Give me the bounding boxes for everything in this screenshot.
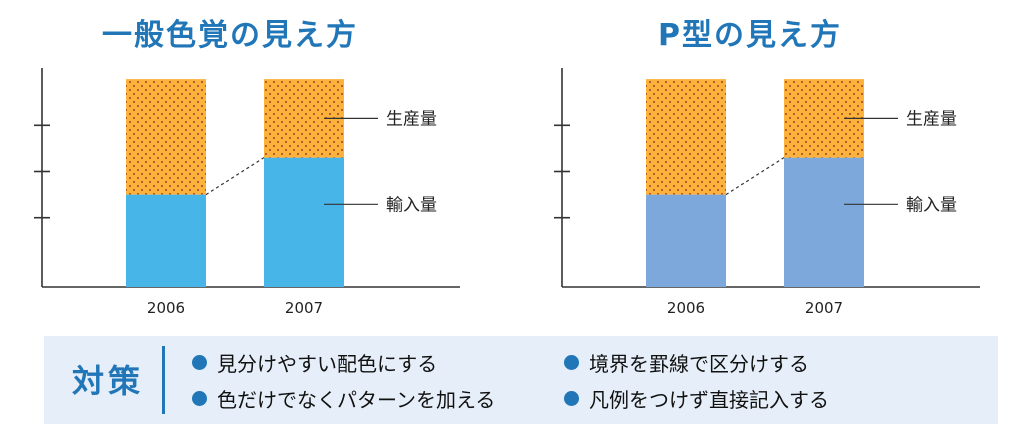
bar-import-2006 xyxy=(126,194,206,287)
list-item: 境界を罫線で区分けする xyxy=(564,348,809,377)
bullet-dot-icon xyxy=(564,391,579,406)
chart-ptype-vision: P型の見え方 2006 2007 生産量輸入量 xyxy=(520,0,1024,325)
tip-text: 色だけでなくパターンを加える xyxy=(217,388,496,412)
x-tick-label: 2007 xyxy=(285,299,323,317)
legend-label-import: 輸入量 xyxy=(906,195,957,215)
list-item: 凡例をつけず直接記入する xyxy=(564,384,829,413)
bullet-dot-icon xyxy=(192,355,207,370)
list-item: 見分けやすい配色にする xyxy=(192,348,437,377)
legend-label-production: 生産量 xyxy=(906,109,957,129)
list-item: 色だけでなくパターンを加える xyxy=(192,384,495,413)
bar-production-2006 xyxy=(126,79,206,195)
chart-normal-vision: 一般色覚の見え方 2006 2007 生産量輸入量 xyxy=(0,0,512,325)
bar-import-2007 xyxy=(264,157,344,287)
chart-title: P型の見え方 xyxy=(658,18,842,53)
measures-list: 見分けやすい配色にする 色だけでなくパターンを加える 境界を罫線で区分けする 凡… xyxy=(192,346,992,418)
legend-label-import: 輸入量 xyxy=(386,195,437,215)
panel-divider xyxy=(162,346,165,414)
measures-panel: 対策 見分けやすい配色にする 色だけでなくパターンを加える 境界を罫線で区分けす… xyxy=(44,336,998,424)
bar-import-2007 xyxy=(784,157,864,287)
x-tick-label: 2007 xyxy=(805,299,843,317)
tip-text: 見分けやすい配色にする xyxy=(217,352,438,376)
bar-production-2006 xyxy=(646,79,726,195)
tip-text: 境界を罫線で区分けする xyxy=(589,352,809,376)
x-tick-label: 2006 xyxy=(667,299,705,317)
measures-label: 対策 xyxy=(72,362,145,400)
legend-label-production: 生産量 xyxy=(386,109,437,129)
connector-line xyxy=(725,157,785,196)
tip-text: 凡例をつけず直接記入する xyxy=(589,388,829,412)
connector-line xyxy=(205,157,265,196)
bullet-dot-icon xyxy=(192,391,207,406)
x-tick-label: 2006 xyxy=(147,299,185,317)
bar-import-2006 xyxy=(646,194,726,287)
chart-title: 一般色覚の見え方 xyxy=(102,18,358,53)
bullet-dot-icon xyxy=(564,355,579,370)
